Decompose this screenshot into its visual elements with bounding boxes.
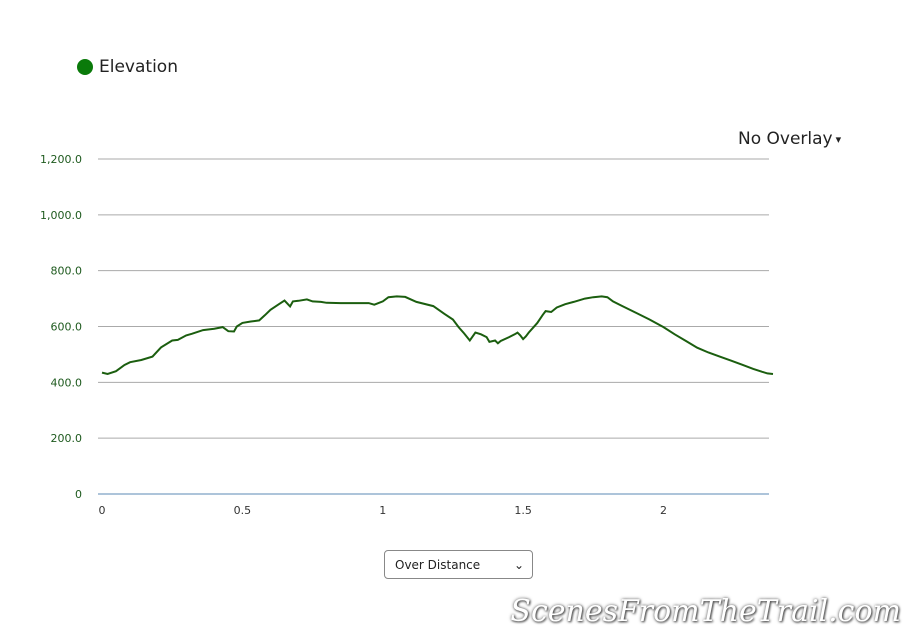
caret-down-icon: ▾ <box>835 132 842 146</box>
x-tick-label: 1.5 <box>514 504 532 517</box>
chevron-down-icon: ⌄ <box>513 557 524 572</box>
x-tick-label: 0.5 <box>234 504 252 517</box>
legend-elevation-label: Elevation <box>99 57 178 77</box>
site-watermark: ScenesFromTheTrail.com <box>510 594 901 629</box>
x-axis-mode-value: Over Distance <box>395 557 481 572</box>
y-tick-label: 600.0 <box>51 321 83 334</box>
y-tick-label: 1,200.0 <box>40 153 82 166</box>
y-tick-label: 200.0 <box>51 432 83 445</box>
x-axis-mode-select[interactable]: Over Distance ⌄ <box>384 550 533 579</box>
overlay-dropdown[interactable]: No Overlay ▾ <box>738 129 841 149</box>
y-tick-label: 800.0 <box>51 265 83 278</box>
x-tick-label: 1 <box>379 504 386 517</box>
y-tick-label: 1,000.0 <box>40 209 82 222</box>
legend-elevation-swatch <box>77 59 93 75</box>
y-tick-label: 0 <box>75 488 82 501</box>
x-tick-label: 0 <box>99 504 106 517</box>
x-tick-label: 2 <box>660 504 667 517</box>
series-line-elevation <box>101 295 774 376</box>
chart-legend[interactable]: Elevation <box>77 57 178 77</box>
y-tick-label: 400.0 <box>51 376 83 389</box>
overlay-label: No Overlay <box>738 129 833 149</box>
